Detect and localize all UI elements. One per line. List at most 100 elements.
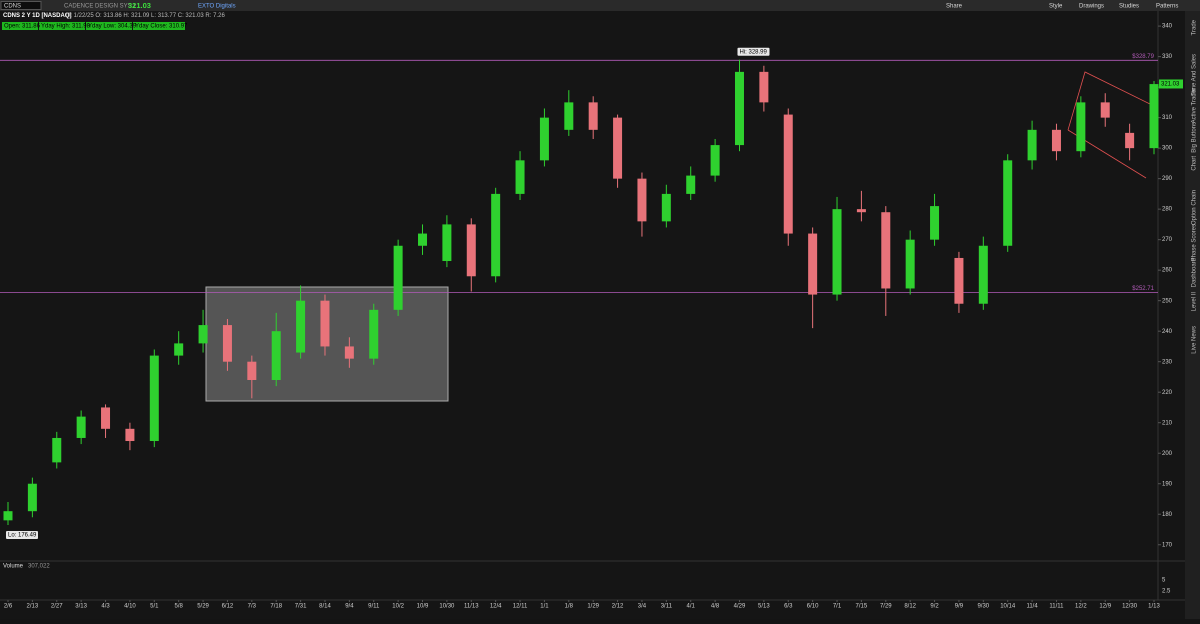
- x-tick-label: 9/11: [368, 604, 380, 610]
- y-tick-label: 310: [1162, 115, 1173, 121]
- candle-body: [832, 209, 842, 295]
- x-tick-label: 6/10: [807, 604, 819, 610]
- x-tick-label: 8/14: [319, 604, 331, 610]
- candle-body: [174, 343, 184, 356]
- x-tick-label: 4/8: [711, 604, 720, 610]
- candle-body: [466, 224, 476, 277]
- x-tick-label: 11/11: [1049, 604, 1064, 610]
- sidebar-tab[interactable]: Chart: [1192, 156, 1198, 171]
- y-tick-label: 240: [1162, 329, 1173, 335]
- x-tick-label: 4/3: [101, 604, 110, 610]
- volume-tick: 2.5: [1162, 589, 1171, 595]
- study-label: Yday High: 311.98: [41, 24, 91, 30]
- x-tick-label: 12/4: [490, 604, 502, 610]
- studies: Open: 311.86 Yday High: 311.98 Yday Low:…: [2, 22, 188, 30]
- candle-body: [954, 257, 964, 304]
- x-tick-label: 3/4: [638, 604, 647, 610]
- y-tick-label: 200: [1162, 451, 1173, 457]
- x-tick-label: 12/11: [513, 604, 528, 610]
- x-tick-label: 11/13: [464, 604, 479, 610]
- sidebar: [1185, 11, 1200, 619]
- candle-body: [76, 416, 86, 438]
- sidebar-tab[interactable]: Phase Scores: [1192, 224, 1198, 261]
- y-tick-label: 170: [1162, 542, 1173, 548]
- volume-tick: 5: [1162, 578, 1166, 584]
- candle-body: [637, 178, 647, 222]
- last-price: 321.03: [128, 1, 151, 10]
- candle-body: [1125, 132, 1135, 149]
- x-tick-label: 1/29: [587, 604, 599, 610]
- menu-share[interactable]: Share: [946, 4, 963, 10]
- x-tick-label: 7/29: [880, 604, 892, 610]
- x-tick-label: 6/12: [222, 604, 234, 610]
- sidebar-tab[interactable]: Level II: [1192, 292, 1198, 312]
- candle-body: [905, 239, 915, 289]
- candle-body: [881, 212, 891, 289]
- x-tick-label: 2/13: [27, 604, 39, 610]
- x-tick-label: 10/2: [392, 604, 404, 610]
- y-tick-label: 220: [1162, 390, 1173, 396]
- annotation: Lo: 176.49: [8, 533, 37, 539]
- x-tick-label: 10/9: [417, 604, 429, 610]
- sidebar-tab[interactable]: Active Trader: [1192, 88, 1198, 123]
- candle-body: [491, 193, 501, 277]
- x-tick-label: 5/13: [758, 604, 770, 610]
- study-box: [86, 22, 132, 30]
- sidebar-tab[interactable]: Live News: [1192, 326, 1198, 354]
- last-price-label: 321.03: [1161, 82, 1180, 88]
- study-box: [133, 22, 185, 30]
- candle-body: [856, 209, 866, 213]
- company: CADENCE DESIGN SYS I: [64, 4, 135, 10]
- x-tick-label: 3/11: [661, 604, 673, 610]
- x-tick-label: 4/10: [124, 604, 136, 610]
- x-tick-label: 12/2: [1075, 604, 1087, 610]
- menu-studies[interactable]: Studies: [1119, 4, 1139, 10]
- x-tick-label: 5/1: [150, 604, 159, 610]
- study-label: Yday Close: 310.97: [135, 24, 188, 30]
- annotation-box: [737, 47, 770, 56]
- menu-drawings[interactable]: Drawings: [1079, 4, 1104, 10]
- x-tick-label: 5/29: [197, 604, 209, 610]
- candle-body: [101, 407, 111, 429]
- x-tick-label: 7/15: [856, 604, 868, 610]
- x-tick-label: 11/4: [1026, 604, 1038, 610]
- menu-patterns[interactable]: Patterns: [1156, 4, 1178, 10]
- x-tick-label: 6/3: [784, 604, 793, 610]
- symbol-box[interactable]: [0, 1, 42, 10]
- sidebar-tab[interactable]: Option Chain: [1192, 190, 1198, 225]
- x-tick-label: 4/1: [687, 604, 696, 610]
- candle-body: [539, 117, 549, 161]
- candle-body: [1100, 102, 1110, 118]
- toolbar: [0, 0, 1200, 11]
- y-tick-label: 190: [1162, 481, 1173, 487]
- price-level-label: $252.71: [1132, 286, 1154, 292]
- chart-title: CDNS 2 Y 1D [NASDAQ]: [3, 13, 71, 19]
- candle-body: [271, 331, 281, 380]
- candle-body: [1149, 84, 1159, 149]
- candle-body: [759, 71, 769, 103]
- link[interactable]: EXTO Digitals: [198, 4, 236, 10]
- menu-style[interactable]: Style: [1049, 4, 1063, 10]
- sidebar-tab[interactable]: Big Buttons: [1192, 122, 1198, 153]
- candle-body: [588, 102, 598, 130]
- sidebar-tab[interactable]: Time And Sales: [1192, 54, 1198, 96]
- candle-body: [930, 206, 940, 240]
- study-box: [39, 22, 85, 30]
- candle-body: [369, 309, 379, 359]
- candle-body: [247, 361, 257, 380]
- candle-body: [686, 175, 696, 194]
- y-tick-label: 340: [1162, 24, 1173, 30]
- symbol[interactable]: CDNS: [4, 4, 21, 10]
- y-tick-label: 230: [1162, 359, 1173, 365]
- candle-body: [344, 346, 354, 359]
- x-tick-label: 9/9: [955, 604, 964, 610]
- x-tick-label: 1/13: [1148, 604, 1160, 610]
- candle-body: [1003, 160, 1013, 246]
- study-box: [2, 22, 38, 30]
- sidebar-tab[interactable]: Trade: [1192, 19, 1198, 35]
- candle-body: [978, 245, 988, 304]
- sidebar-tab[interactable]: Dashboard: [1192, 258, 1198, 287]
